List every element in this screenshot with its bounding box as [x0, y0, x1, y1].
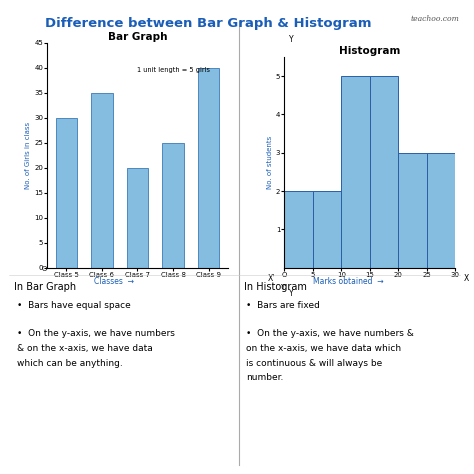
Text: •  On the y-axis, we have numbers
& on the x-axis, we have data
which can be any: • On the y-axis, we have numbers & on th…: [17, 329, 174, 368]
Bar: [163, 143, 184, 268]
Text: X: X: [464, 274, 469, 283]
Text: •  Bars have equal space: • Bars have equal space: [17, 301, 130, 310]
Text: In Bar Graph: In Bar Graph: [14, 282, 76, 292]
Text: X': X': [267, 274, 275, 283]
Text: O: O: [42, 266, 47, 273]
Bar: [427, 153, 455, 268]
Text: Classes  →: Classes →: [94, 277, 134, 286]
Bar: [313, 191, 341, 268]
Text: Y: Y: [289, 35, 293, 44]
Y-axis label: No. of students: No. of students: [267, 136, 273, 189]
Text: Difference between Bar Graph & Histogram: Difference between Bar Graph & Histogram: [46, 17, 372, 29]
Text: Y: Y: [289, 289, 293, 298]
Bar: [91, 93, 112, 268]
Text: In Histogram: In Histogram: [244, 282, 307, 292]
Bar: [398, 153, 427, 268]
Text: Marks obtained  →: Marks obtained →: [313, 277, 383, 286]
Title: Bar Graph: Bar Graph: [108, 32, 167, 42]
Bar: [284, 191, 313, 268]
Bar: [341, 76, 370, 268]
Text: Y': Y': [281, 284, 286, 291]
Title: Histogram: Histogram: [339, 46, 401, 56]
Text: •  On the y-axis, we have numbers &
on the x-axis, we have data which
is continu: • On the y-axis, we have numbers & on th…: [246, 329, 414, 382]
Bar: [127, 168, 148, 268]
Text: 1 unit length = 5 girls: 1 unit length = 5 girls: [137, 67, 210, 73]
Y-axis label: No. of Girls in class: No. of Girls in class: [26, 122, 31, 189]
Text: teachoo.com: teachoo.com: [411, 15, 460, 23]
Text: •  Bars are fixed: • Bars are fixed: [246, 301, 320, 310]
Bar: [198, 68, 219, 268]
Bar: [370, 76, 398, 268]
Bar: [55, 118, 77, 268]
